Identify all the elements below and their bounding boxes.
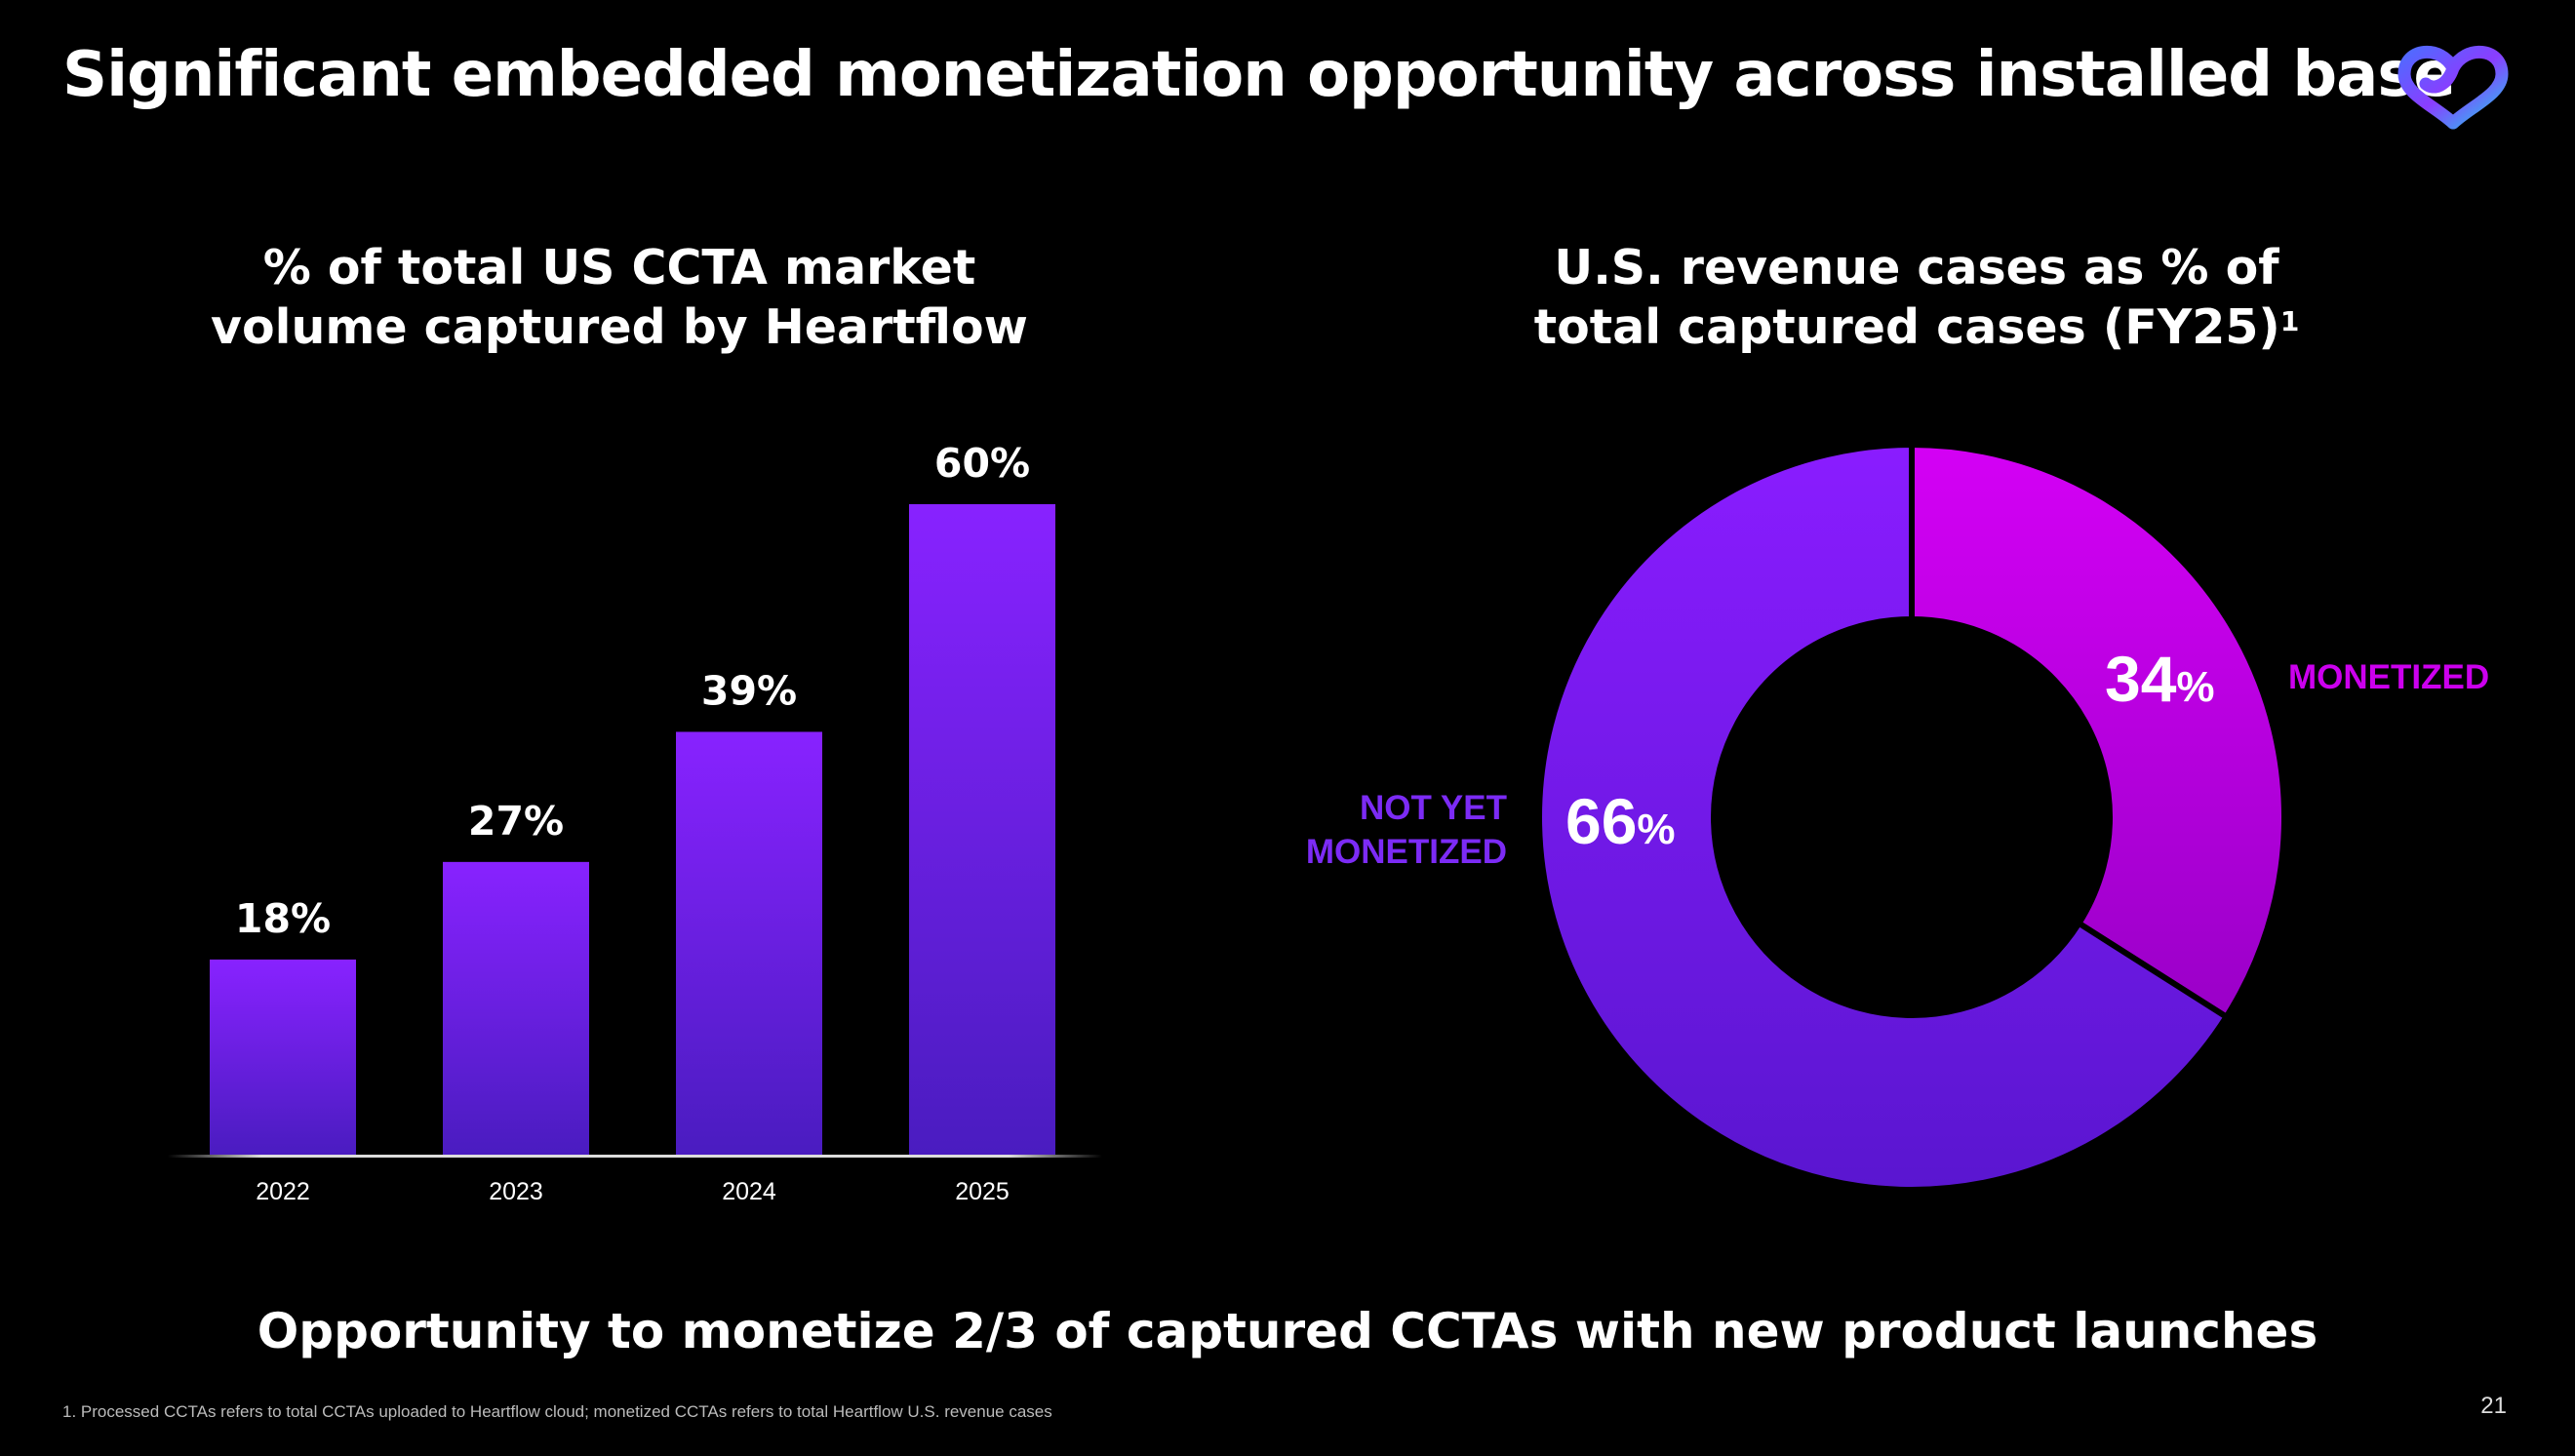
page-number: 21	[2480, 1393, 2507, 1419]
pie-chart-title-line1: U.S. revenue cases as % of	[1554, 240, 2279, 295]
x-tick-label: 2024	[722, 1178, 776, 1205]
bar-data-label: 18%	[235, 895, 331, 942]
bar-chart-title: % of total US CCTA market volume capture…	[185, 238, 1053, 357]
bar-2022	[210, 959, 356, 1155]
not-yet-percent-sign: %	[1637, 806, 1676, 853]
bar-2024	[676, 731, 822, 1155]
donut-slice-not-yet-monetized	[1536, 441, 2231, 1193]
pie-chart-title: U.S. revenue cases as % of total capture…	[1468, 238, 2365, 357]
not-yet-percent-value: 66	[1565, 785, 1638, 857]
page-title: Significant embedded monetization opport…	[62, 39, 2456, 111]
bar-chart-axis	[168, 1155, 1102, 1158]
monetized-percent-value: 34	[2105, 643, 2177, 715]
not-yet-label-line1: NOT YET	[1359, 789, 1507, 827]
donut-slice-monetized	[1909, 441, 2287, 1021]
monetized-percent: 34%	[2105, 642, 2215, 716]
bar-chart-title-line1: % of total US CCTA market	[262, 240, 976, 295]
not-yet-label-line2: MONETIZED	[1305, 833, 1507, 871]
footnote: 1. Processed CCTAs refers to total CCTAs…	[62, 1402, 1052, 1421]
bar-data-label: 60%	[934, 440, 1030, 487]
bar-data-label: 39%	[701, 667, 797, 714]
bar-data-label: 27%	[468, 798, 564, 845]
monetized-percent-sign: %	[2176, 663, 2215, 711]
bar-2025	[909, 504, 1055, 1155]
bar-2023	[443, 861, 589, 1155]
monetized-label: MONETIZED	[2288, 658, 2490, 696]
pie-chart-title-line2: total captured cases (FY25)	[1533, 299, 2280, 355]
bar-chart-title-line2: volume captured by Heartflow	[211, 299, 1028, 355]
heartflow-logo-icon	[2397, 46, 2509, 130]
not-yet-monetized-label: NOT YET MONETIZED	[1288, 786, 1507, 874]
not-yet-percent: 66%	[1565, 784, 1676, 858]
x-tick-label: 2023	[489, 1178, 543, 1205]
x-tick-label: 2022	[256, 1178, 310, 1205]
x-tick-label: 2025	[955, 1178, 1010, 1205]
footnote-marker: 1	[2279, 305, 2300, 337]
bottom-message: Opportunity to monetize 2/3 of captured …	[257, 1303, 2318, 1359]
